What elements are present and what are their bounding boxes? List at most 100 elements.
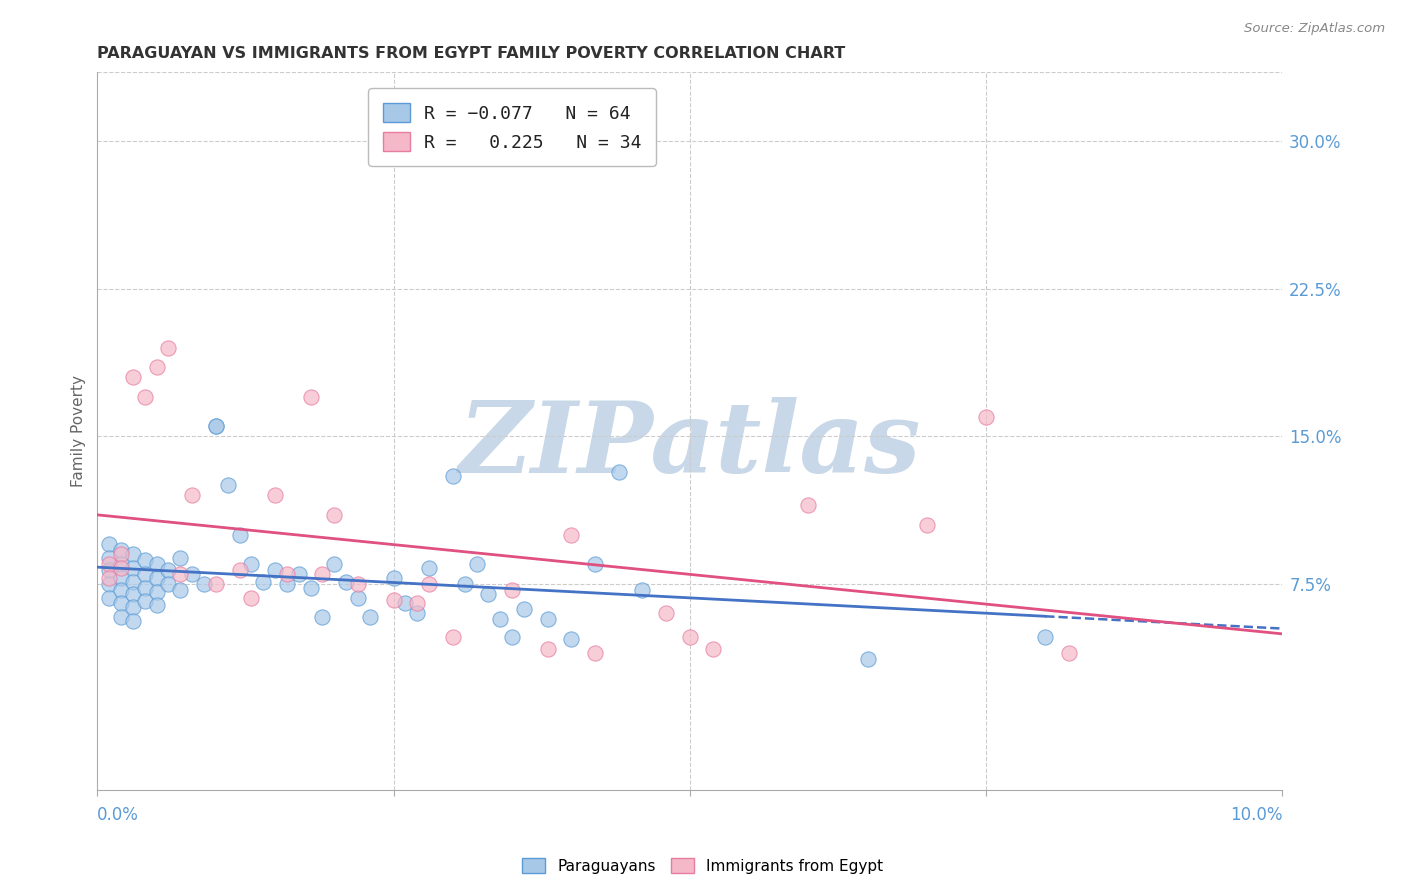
- Point: [418, 576, 440, 591]
- Point: [110, 557, 132, 571]
- Point: [856, 651, 879, 665]
- Point: [110, 571, 132, 585]
- Point: [347, 576, 370, 591]
- Point: [347, 591, 370, 605]
- Point: [98, 576, 121, 591]
- Point: [311, 610, 333, 624]
- Point: [98, 571, 121, 585]
- Text: ZIPatlas: ZIPatlas: [458, 397, 921, 494]
- Point: [679, 630, 702, 644]
- Point: [145, 360, 167, 375]
- Point: [98, 591, 121, 605]
- Point: [205, 419, 228, 434]
- Point: [1033, 630, 1056, 644]
- Point: [157, 563, 180, 577]
- Point: [193, 576, 215, 591]
- Point: [122, 587, 145, 601]
- Point: [110, 597, 132, 611]
- Point: [122, 561, 145, 575]
- Point: [299, 390, 322, 404]
- Point: [406, 607, 429, 621]
- Point: [359, 610, 381, 624]
- Point: [145, 599, 167, 613]
- Point: [536, 612, 558, 626]
- Point: [655, 607, 678, 621]
- Point: [122, 600, 145, 615]
- Point: [477, 587, 499, 601]
- Point: [441, 630, 464, 644]
- Point: [382, 571, 405, 585]
- Point: [323, 508, 346, 522]
- Point: [441, 468, 464, 483]
- Y-axis label: Family Poverty: Family Poverty: [72, 376, 86, 487]
- Point: [465, 557, 488, 571]
- Point: [169, 582, 191, 597]
- Point: [134, 594, 156, 608]
- Point: [228, 527, 250, 541]
- Point: [145, 557, 167, 571]
- Point: [264, 488, 287, 502]
- Point: [134, 566, 156, 581]
- Point: [169, 551, 191, 566]
- Text: 10.0%: 10.0%: [1230, 806, 1282, 824]
- Point: [110, 610, 132, 624]
- Point: [122, 574, 145, 589]
- Point: [240, 557, 263, 571]
- Point: [122, 614, 145, 628]
- Point: [276, 576, 298, 591]
- Point: [205, 576, 228, 591]
- Point: [536, 641, 558, 656]
- Point: [702, 641, 724, 656]
- Point: [181, 566, 204, 581]
- Point: [240, 591, 263, 605]
- Point: [453, 576, 475, 591]
- Point: [583, 646, 606, 660]
- Point: [145, 571, 167, 585]
- Point: [228, 563, 250, 577]
- Point: [501, 630, 523, 644]
- Point: [252, 574, 274, 589]
- Text: 0.0%: 0.0%: [97, 806, 139, 824]
- Point: [323, 557, 346, 571]
- Point: [513, 602, 536, 616]
- Point: [489, 612, 512, 626]
- Point: [560, 527, 582, 541]
- Point: [288, 566, 311, 581]
- Point: [406, 597, 429, 611]
- Point: [418, 561, 440, 575]
- Point: [134, 581, 156, 595]
- Point: [110, 561, 132, 575]
- Point: [1057, 646, 1080, 660]
- Point: [335, 574, 357, 589]
- Point: [915, 517, 938, 532]
- Text: PARAGUAYAN VS IMMIGRANTS FROM EGYPT FAMILY POVERTY CORRELATION CHART: PARAGUAYAN VS IMMIGRANTS FROM EGYPT FAMI…: [97, 46, 845, 62]
- Point: [607, 465, 630, 479]
- Legend: R = −0.077   N = 64, R =   0.225   N = 34: R = −0.077 N = 64, R = 0.225 N = 34: [368, 88, 657, 166]
- Point: [205, 419, 228, 434]
- Point: [110, 582, 132, 597]
- Point: [169, 566, 191, 581]
- Point: [181, 488, 204, 502]
- Point: [98, 537, 121, 551]
- Point: [110, 547, 132, 561]
- Point: [797, 498, 820, 512]
- Point: [501, 582, 523, 597]
- Point: [157, 576, 180, 591]
- Point: [974, 409, 997, 424]
- Text: Source: ZipAtlas.com: Source: ZipAtlas.com: [1244, 22, 1385, 36]
- Point: [276, 566, 298, 581]
- Point: [631, 582, 654, 597]
- Point: [110, 543, 132, 558]
- Point: [145, 584, 167, 599]
- Point: [157, 341, 180, 355]
- Point: [560, 632, 582, 646]
- Point: [134, 553, 156, 567]
- Point: [122, 547, 145, 561]
- Point: [217, 478, 239, 492]
- Point: [583, 557, 606, 571]
- Point: [311, 566, 333, 581]
- Point: [264, 563, 287, 577]
- Legend: Paraguayans, Immigrants from Egypt: Paraguayans, Immigrants from Egypt: [516, 852, 890, 880]
- Point: [98, 551, 121, 566]
- Point: [394, 597, 416, 611]
